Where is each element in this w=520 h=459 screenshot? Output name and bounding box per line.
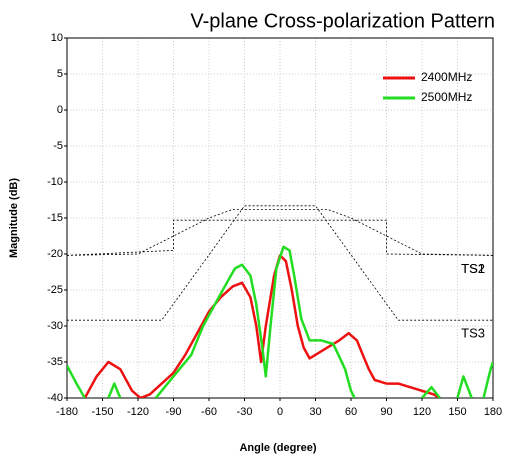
legend-label: 2500MHz	[421, 90, 472, 104]
y-axis-label: Magnitude (dB)	[8, 178, 20, 258]
x-tick-label: 30	[309, 406, 321, 418]
y-tick-label: -20	[47, 248, 63, 260]
x-tick-label: 180	[484, 406, 502, 418]
series-line	[67, 245, 493, 398]
x-tick-label: 90	[380, 406, 392, 418]
x-tick-label: -180	[56, 406, 78, 418]
mask-label: TS2	[461, 261, 485, 276]
y-tick-label: 10	[51, 32, 63, 44]
x-tick-label: 60	[345, 406, 357, 418]
y-tick-label: -15	[47, 212, 63, 224]
y-tick-label: -30	[47, 320, 63, 332]
y-tick-label: -35	[47, 356, 63, 368]
mask-label: TS3	[461, 326, 485, 341]
x-tick-label: -90	[166, 406, 182, 418]
y-tick-label: -25	[47, 284, 63, 296]
legend-label: 2400MHz	[421, 70, 472, 84]
x-tick-label: 150	[448, 406, 466, 418]
y-tick-label: 5	[57, 68, 63, 80]
x-tick-label: 120	[413, 406, 431, 418]
y-tick-label: -5	[53, 140, 63, 152]
mask-line	[66, 219, 494, 256]
x-tick-label: -150	[91, 406, 113, 418]
x-tick-label: -60	[201, 406, 217, 418]
mask-line	[66, 209, 494, 256]
x-tick-label: -120	[127, 406, 149, 418]
y-tick-label: -10	[47, 176, 63, 188]
plot-frame	[66, 37, 494, 399]
y-tick-label: 0	[57, 104, 63, 116]
x-axis-label: Angle (degree)	[239, 442, 316, 454]
y-tick-label: -40	[47, 392, 63, 404]
chart-title: V-plane Cross-polarization Pattern	[190, 10, 495, 32]
x-tick-label: -30	[237, 406, 253, 418]
x-tick-label: 0	[277, 406, 283, 418]
mask-label: TS1	[461, 261, 485, 276]
